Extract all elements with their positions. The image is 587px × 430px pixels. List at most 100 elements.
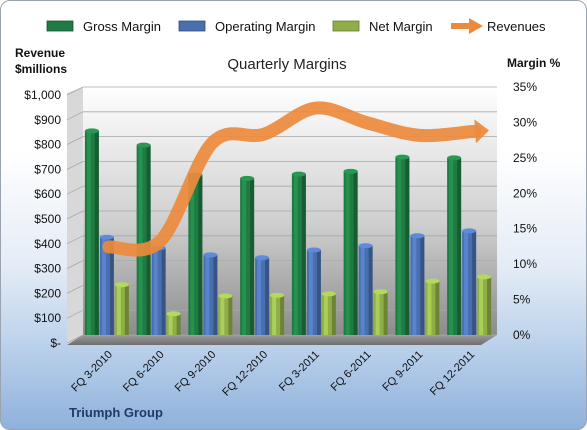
- right-axis-label: Margin %: [507, 56, 561, 70]
- left-tick-label: $900: [34, 113, 61, 127]
- bar-cap: [84, 128, 99, 134]
- bar-highlight: [323, 293, 328, 335]
- legend-item: Gross Margin: [46, 19, 161, 34]
- bar: [425, 278, 440, 335]
- bar-cap: [255, 255, 270, 261]
- bar: [255, 255, 270, 335]
- bar-shadow: [301, 174, 306, 335]
- bar-highlight: [168, 313, 173, 335]
- left-tick-label: $600: [34, 187, 61, 201]
- bar-shadow: [420, 235, 425, 335]
- bar: [447, 155, 462, 335]
- company-name: Triumph Group: [69, 405, 163, 420]
- gridline-wall: [66, 111, 84, 121]
- bar-shadow: [316, 249, 321, 335]
- gridline-wall: [66, 185, 84, 195]
- bar-highlight: [464, 230, 469, 335]
- plot-floor: [67, 335, 497, 345]
- bar-cap: [343, 168, 358, 174]
- legend-label: Operating Margin: [215, 19, 315, 34]
- gridline-wall: [66, 210, 84, 220]
- bar-shadow: [487, 276, 492, 335]
- bar-highlight: [375, 291, 380, 335]
- bar-shadow: [280, 295, 285, 335]
- bar-cap: [358, 243, 373, 249]
- bar-shadow: [161, 247, 166, 335]
- bar: [477, 274, 492, 335]
- x-tick-label: FQ 9-2011: [380, 349, 425, 394]
- bar-highlight: [397, 157, 402, 335]
- bar-highlight: [86, 130, 91, 335]
- right-tick-label: 5%: [513, 293, 531, 307]
- bar-cap: [114, 282, 129, 288]
- bar: [240, 175, 255, 335]
- bar-highlight: [190, 174, 195, 335]
- bar: [166, 311, 181, 335]
- bar-cap: [99, 234, 114, 240]
- bar-highlight: [345, 171, 350, 335]
- gridline-wall: [66, 136, 84, 145]
- gridline-wall: [66, 309, 84, 319]
- x-tick-label: FQ 6-2011: [329, 349, 374, 394]
- left-tick-label: $300: [34, 262, 61, 276]
- bar-cap: [166, 311, 181, 317]
- left-tick-label: $1,000: [24, 88, 61, 102]
- bar-highlight: [293, 174, 298, 335]
- right-tick-label: 0%: [513, 328, 531, 342]
- x-tick-label: FQ 9-2010: [173, 349, 219, 395]
- bar-shadow: [472, 230, 477, 335]
- bar-shadow: [250, 178, 255, 335]
- legend-swatch: [451, 23, 471, 29]
- right-tick-label: 15%: [513, 222, 537, 236]
- right-axis-ticks: 0% 5% 10% 15% 20% 25% 30% 35%: [513, 80, 537, 342]
- bar-shadow: [198, 174, 203, 335]
- bar-shadow: [457, 157, 462, 335]
- bar: [321, 291, 336, 335]
- bar-cap: [291, 171, 306, 177]
- x-tick-label: FQ 3-2010: [69, 349, 115, 395]
- bar-cap: [306, 247, 321, 253]
- bar-cap: [425, 278, 440, 284]
- legend-swatch-arrow: [469, 18, 483, 34]
- legend: Gross Margin Operating Margin Net Margin Re…: [46, 18, 546, 34]
- bar: [373, 289, 388, 335]
- left-tick-label: $200: [34, 286, 61, 300]
- bar: [306, 247, 321, 335]
- bar: [136, 142, 151, 335]
- bar: [114, 282, 129, 335]
- bar-shadow: [146, 145, 151, 335]
- bar: [291, 171, 306, 335]
- bar: [410, 233, 425, 335]
- bar-shadow: [265, 257, 270, 335]
- bar-highlight: [242, 178, 247, 335]
- gridline-wall: [66, 235, 84, 245]
- bar-highlight: [116, 284, 121, 335]
- legend-item: Net Margin: [332, 19, 433, 34]
- bar-shadow: [213, 254, 218, 335]
- x-tick-label: FQ 12-2011: [428, 349, 477, 398]
- bar-cap: [395, 154, 410, 160]
- bar-highlight: [257, 257, 262, 335]
- bar-highlight: [360, 245, 365, 335]
- bar-shadow: [228, 296, 233, 335]
- bar-shadow: [331, 293, 336, 335]
- left-wall: [67, 87, 83, 345]
- bar: [151, 245, 166, 335]
- bar-highlight: [449, 157, 454, 335]
- bar-shadow: [109, 237, 114, 335]
- left-tick-label: $400: [34, 237, 61, 251]
- bar-cap: [270, 292, 285, 298]
- bar-cap: [218, 293, 233, 299]
- bar-cap: [477, 274, 492, 280]
- bar-shadow: [435, 281, 440, 335]
- left-axis-ticks: $- $100 $200 $300 $400 $500 $600 $700 $800 $900 $1…: [24, 88, 61, 350]
- bar: [99, 234, 114, 335]
- left-tick-label: $-: [50, 336, 61, 350]
- right-tick-label: 10%: [513, 257, 537, 271]
- bars: [84, 128, 492, 335]
- left-axis-label-line1: Revenue: [15, 46, 65, 60]
- bar-highlight: [205, 254, 210, 335]
- gridline-wall: [66, 334, 84, 344]
- bar-shadow: [405, 157, 410, 335]
